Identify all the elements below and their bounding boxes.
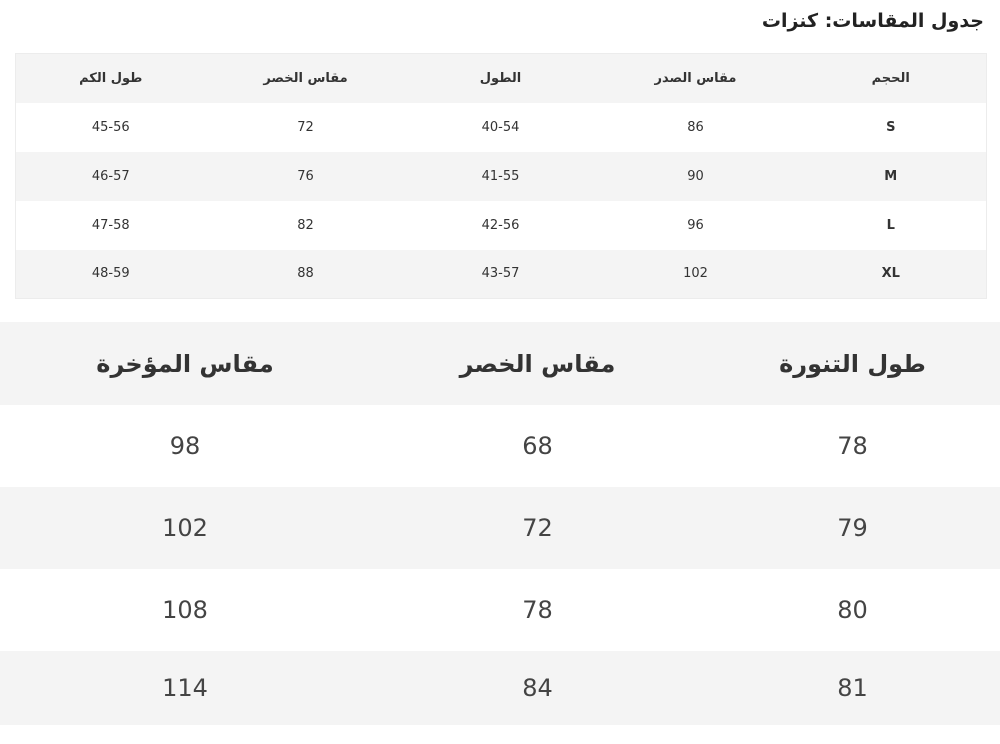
- table-cell: 78: [705, 405, 1000, 487]
- sweater-size-table: طول الكم مقاس الخصر الطول مقاس الصدر الح…: [15, 53, 987, 299]
- table-cell: 96: [595, 200, 796, 250]
- table-cell: 88: [205, 249, 406, 299]
- header-sleeve-length: طول الكم: [15, 53, 206, 103]
- size-label: L: [795, 200, 987, 250]
- page-title: جدول المقاسات: كنزات: [761, 10, 984, 32]
- table-row: 47-58 82 42-56 96 L: [15, 200, 987, 250]
- size-label: XL: [795, 249, 987, 299]
- table-cell: 48-59: [15, 249, 206, 299]
- table-row: 48-59 88 43-57 102 XL: [15, 249, 987, 299]
- size-label: M: [795, 151, 987, 201]
- table-cell: 43-57: [405, 249, 596, 299]
- table-cell: 45-56: [15, 102, 206, 152]
- table-cell: 78: [370, 569, 705, 651]
- table-cell: 79: [705, 487, 1000, 569]
- header-waist-size: مقاس الخصر: [370, 322, 705, 405]
- table-cell: 90: [595, 151, 796, 201]
- table-cell: 80: [705, 569, 1000, 651]
- table-row: 98 68 78: [0, 405, 1000, 487]
- table-header-row: طول الكم مقاس الخصر الطول مقاس الصدر الح…: [15, 53, 987, 103]
- table-cell: 41-55: [405, 151, 596, 201]
- header-chest-size: مقاس الصدر: [595, 53, 796, 103]
- table-cell: 102: [0, 487, 370, 569]
- size-label: S: [795, 102, 987, 152]
- table-cell: 82: [205, 200, 406, 250]
- table-cell: 81: [705, 651, 1000, 725]
- header-size: الحجم: [795, 53, 987, 103]
- table-cell: 114: [0, 651, 370, 725]
- table-cell: 72: [370, 487, 705, 569]
- table-cell: 98: [0, 405, 370, 487]
- table-cell: 86: [595, 102, 796, 152]
- table-row: 46-57 76 41-55 90 M: [15, 151, 987, 201]
- header-hip-size: مقاس المؤخرة: [0, 322, 370, 405]
- table-cell: 68: [370, 405, 705, 487]
- header-skirt-length: طول التنورة: [705, 322, 1000, 405]
- table-cell: 76: [205, 151, 406, 201]
- table-cell: 46-57: [15, 151, 206, 201]
- table-cell: 108: [0, 569, 370, 651]
- table-row: 108 78 80: [0, 569, 1000, 651]
- skirt-size-table: مقاس المؤخرة مقاس الخصر طول التنورة 98 6…: [0, 322, 1000, 725]
- table-row: 45-56 72 40-54 86 S: [15, 102, 987, 152]
- table-cell: 72: [205, 102, 406, 152]
- table-cell: 40-54: [405, 102, 596, 152]
- table-cell: 84: [370, 651, 705, 725]
- table-header-row: مقاس المؤخرة مقاس الخصر طول التنورة: [0, 322, 1000, 405]
- table-cell: 47-58: [15, 200, 206, 250]
- table-cell: 42-56: [405, 200, 596, 250]
- table-row: 102 72 79: [0, 487, 1000, 569]
- table-row: 114 84 81: [0, 651, 1000, 725]
- header-length: الطول: [405, 53, 596, 103]
- table-cell: 102: [595, 249, 796, 299]
- header-waist-size: مقاس الخصر: [205, 53, 406, 103]
